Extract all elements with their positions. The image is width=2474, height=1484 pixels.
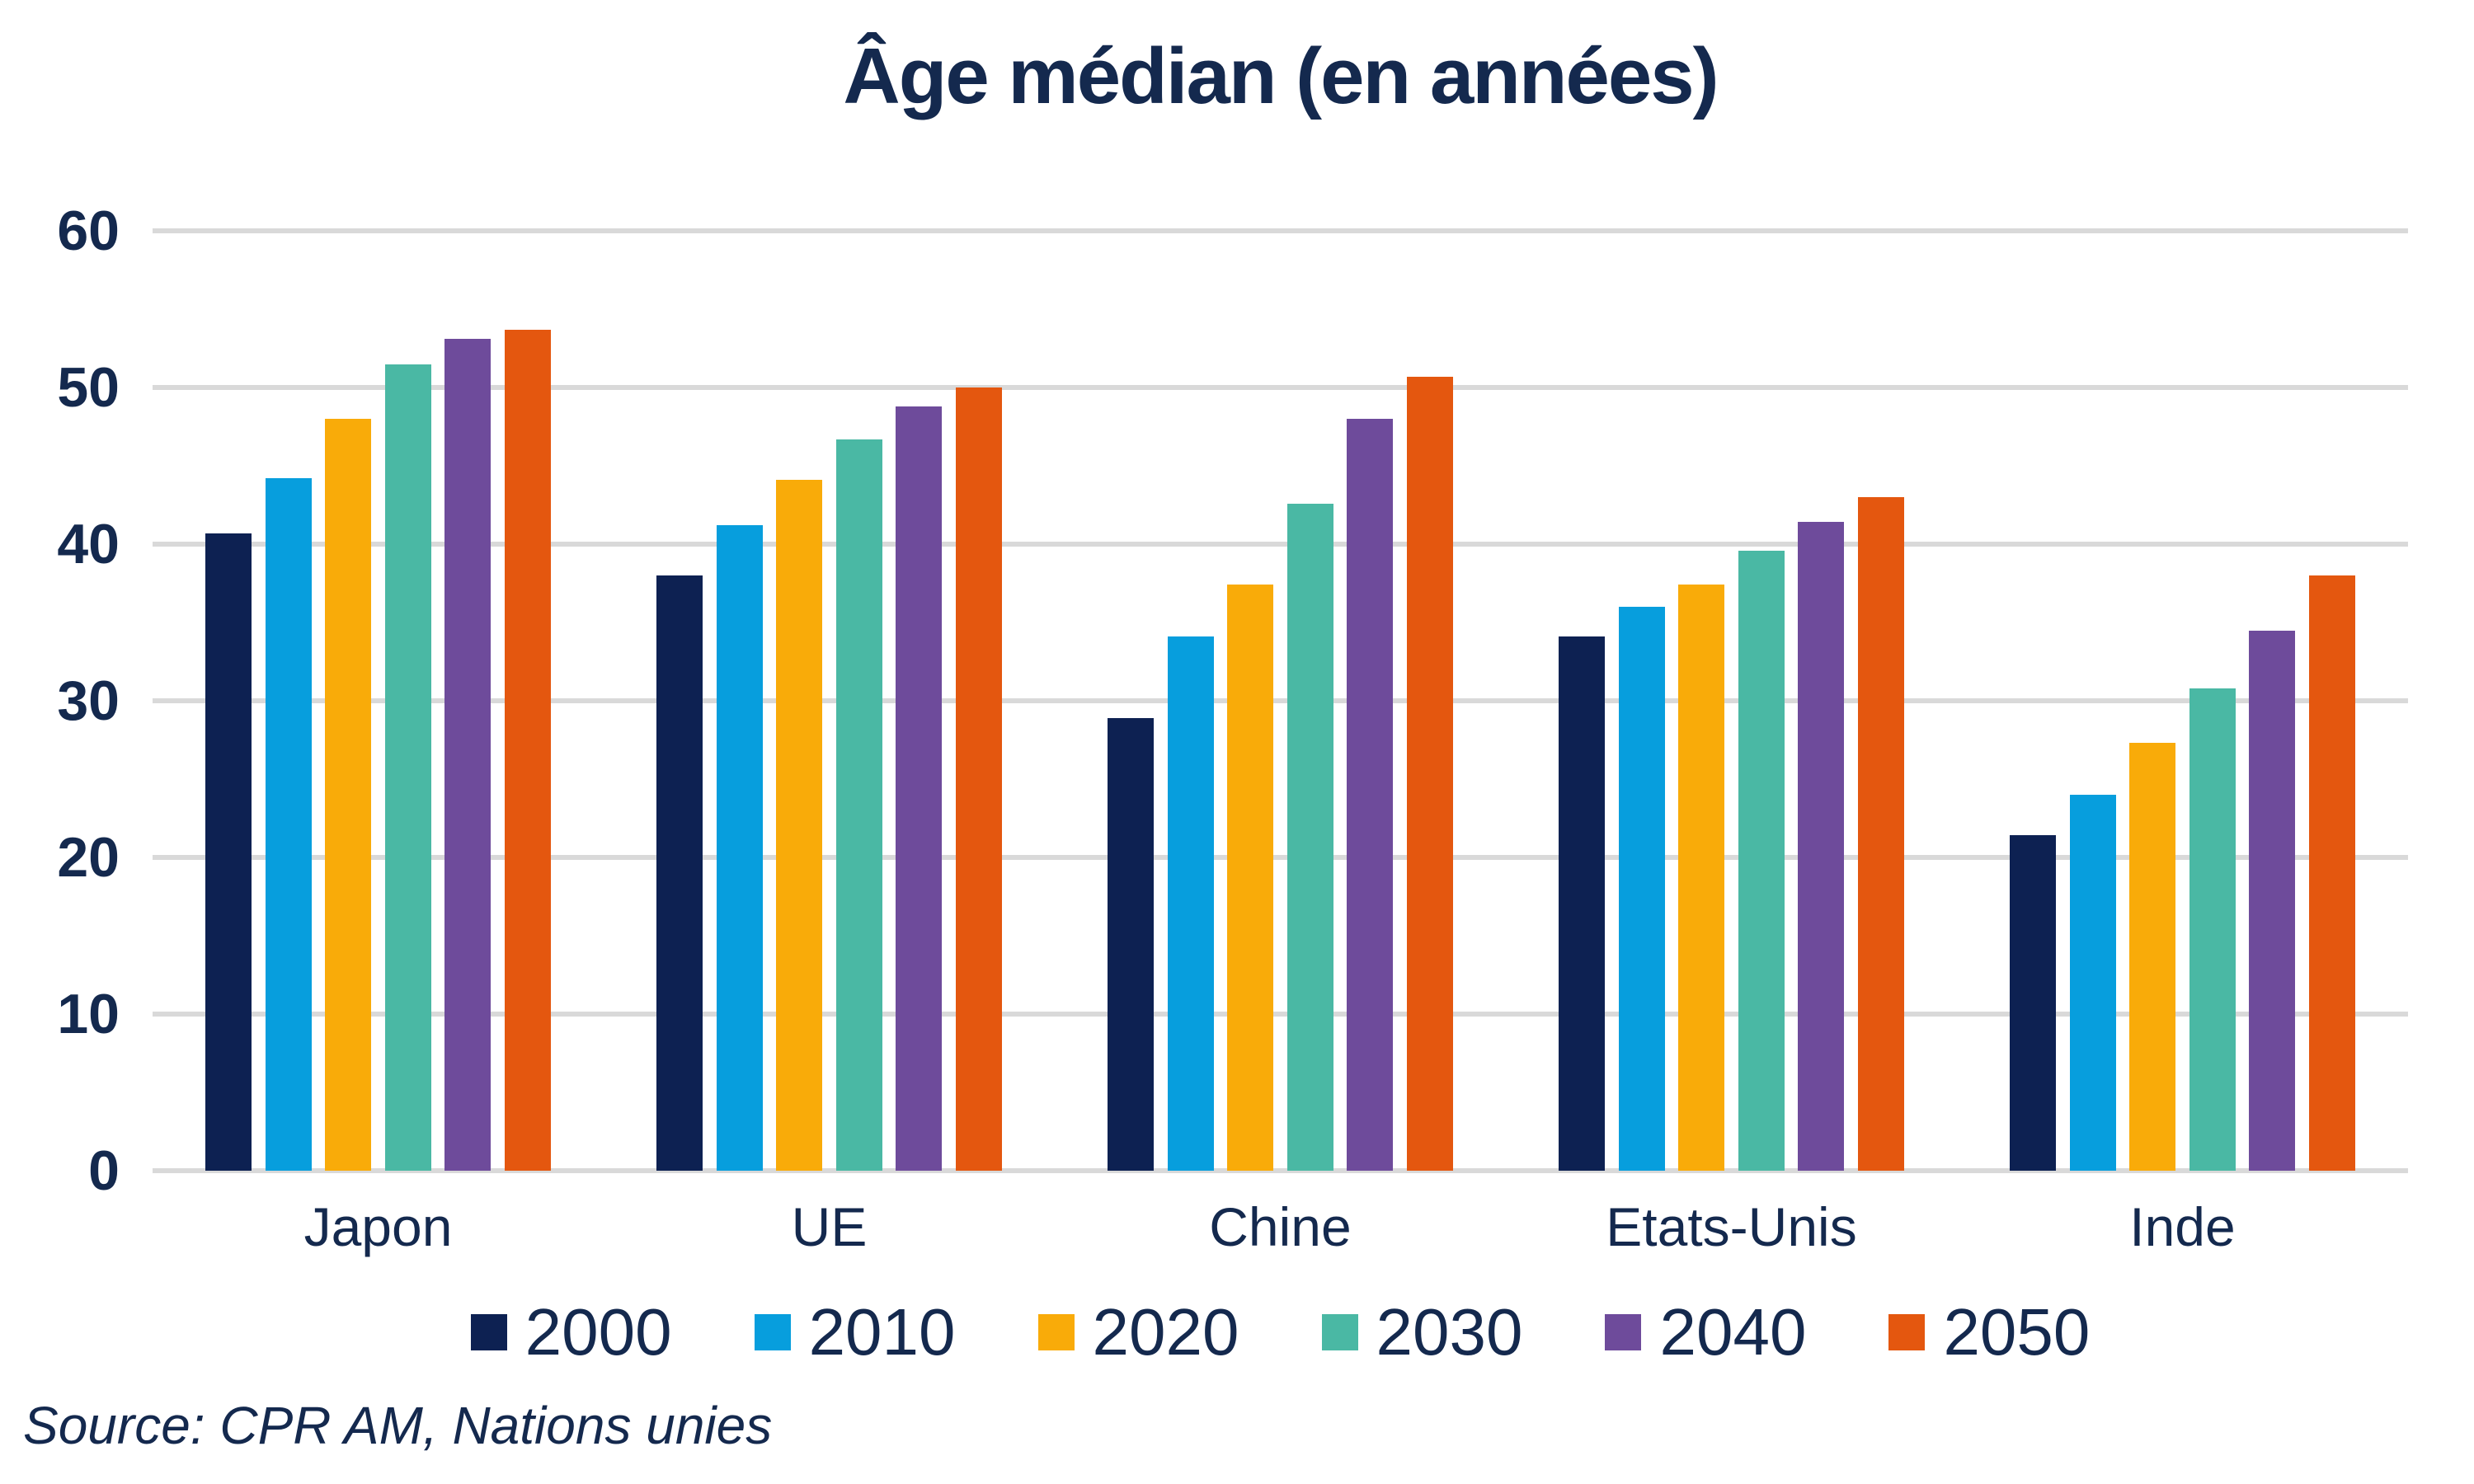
legend-item-2000: 2000 [470, 1293, 672, 1372]
bar-Chine-2010 [1167, 636, 1214, 1171]
y-axis-tick-label-10: 10 [57, 983, 120, 1045]
bar-Inde-2000 [2010, 835, 2057, 1171]
bar-UE-2040 [896, 406, 943, 1171]
gridline-50 [153, 385, 2408, 390]
bar-Japon-2020 [325, 419, 372, 1171]
gridline-60 [153, 228, 2408, 233]
bar-Etats-Unis-2000 [1559, 636, 1606, 1171]
bar-Inde-2050 [2308, 575, 2355, 1171]
legend-label-2000: 2000 [524, 1295, 672, 1369]
bar-Etats-Unis-2040 [1798, 522, 1845, 1171]
legend-swatch-2000 [470, 1314, 507, 1350]
x-axis-label-Inde: Inde [2129, 1196, 2236, 1257]
bar-Japon-2000 [205, 533, 252, 1171]
gridline-30 [153, 698, 2408, 703]
source-note: Source: CPR AM, Nations unies [23, 1396, 773, 1455]
x-axis-label-Etats-Unis: Etats-Unis [1606, 1196, 1857, 1257]
bar-Chine-2050 [1406, 376, 1453, 1171]
legend-label-2020: 2020 [1092, 1295, 1239, 1369]
legend-label-2030: 2030 [1376, 1295, 1523, 1369]
bar-UE-2010 [716, 525, 763, 1171]
legend-swatch-2040 [1605, 1314, 1642, 1350]
bar-Inde-2010 [2069, 795, 2116, 1171]
legend-swatch-2020 [1037, 1314, 1075, 1350]
bar-Japon-2040 [444, 339, 492, 1171]
bar-Chine-2020 [1227, 585, 1274, 1171]
legend-item-2040: 2040 [1605, 1293, 1806, 1372]
bar-Chine-2040 [1347, 419, 1394, 1171]
gridline-0 [153, 1168, 2408, 1173]
legend-item-2050: 2050 [1888, 1293, 2090, 1372]
y-axis-tick-label-30: 30 [57, 669, 120, 732]
legend-label-2050: 2050 [1943, 1295, 2091, 1369]
gridline-40 [153, 542, 2408, 547]
legend-swatch-2050 [1888, 1314, 1926, 1350]
y-axis-tick-label-0: 0 [88, 1139, 120, 1202]
bar-Japon-2010 [265, 478, 312, 1171]
legend-swatch-2030 [1321, 1314, 1358, 1350]
legend-label-2010: 2010 [808, 1295, 956, 1369]
bar-UE-2050 [955, 387, 1002, 1171]
bar-Japon-2050 [504, 329, 551, 1171]
plot-area: 0 10 20 30 40 50 60 Japon UE Chine Etats-Unis Inde [57, 200, 2408, 1257]
x-axis-label-UE: UE [791, 1196, 868, 1257]
bar-UE-2020 [776, 480, 823, 1171]
bar-Chine-2000 [1108, 717, 1155, 1171]
legend-item-2010: 2010 [754, 1293, 956, 1372]
bar-Etats-Unis-2050 [1857, 497, 1904, 1171]
bar-Etats-Unis-2010 [1618, 607, 1665, 1171]
chart-title: Âge médian (en années) [843, 32, 1719, 120]
bar-Inde-2040 [2249, 630, 2296, 1171]
x-axis-label-Japon: Japon [303, 1196, 453, 1257]
bar-Etats-Unis-2030 [1738, 550, 1785, 1171]
bar-UE-2030 [835, 439, 882, 1171]
legend-swatch-2010 [754, 1314, 791, 1350]
bar-Etats-Unis-2020 [1678, 585, 1725, 1171]
bar-Inde-2030 [2189, 688, 2236, 1171]
y-axis-tick-label-40: 40 [57, 513, 120, 575]
bar-Inde-2020 [2129, 743, 2176, 1171]
y-axis-tick-label-20: 20 [57, 826, 120, 889]
y-axis-tick-label-50: 50 [57, 356, 120, 419]
legend-label-2040: 2040 [1659, 1295, 1807, 1369]
gridline-20 [153, 855, 2408, 860]
legend-item-2030: 2030 [1321, 1293, 1523, 1372]
y-axis-tick-label-60: 60 [57, 200, 120, 262]
bar-UE-2000 [656, 575, 703, 1171]
legend: 2000 2010 2020 2030 2040 2050 [153, 1293, 2408, 1372]
gridline-10 [153, 1012, 2408, 1017]
x-axis-label-Chine: Chine [1209, 1196, 1352, 1257]
legend-item-2020: 2020 [1037, 1293, 1239, 1372]
bar-Japon-2030 [384, 364, 431, 1171]
bar-Chine-2030 [1286, 503, 1333, 1171]
